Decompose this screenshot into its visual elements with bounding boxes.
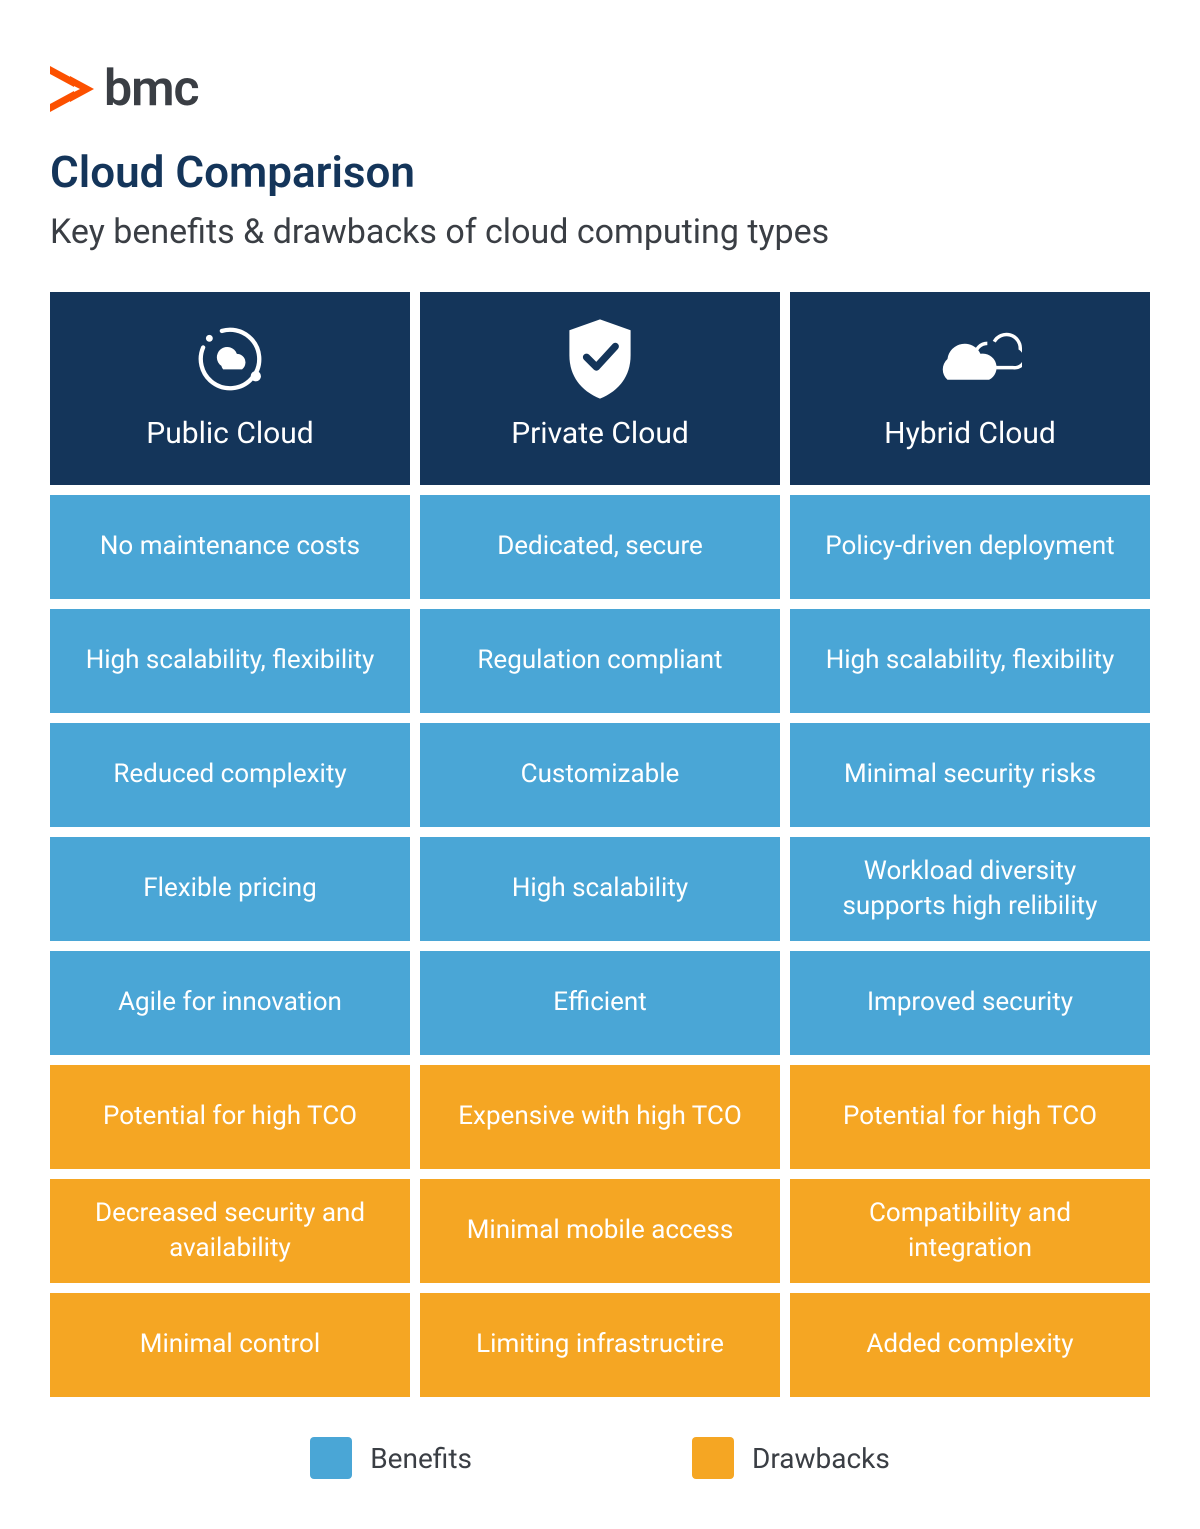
cell-benefit: Regulation compliant bbox=[420, 609, 780, 713]
legend-label-drawbacks: Drawbacks bbox=[752, 1442, 890, 1475]
cell-benefit: Dedicated, secure bbox=[420, 495, 780, 599]
cell-benefit: Minimal security risks bbox=[790, 723, 1150, 827]
cell-benefit: Improved security bbox=[790, 951, 1150, 1055]
cell-drawback: Expensive with high TCO bbox=[420, 1065, 780, 1169]
column-header-label: Public Cloud bbox=[146, 416, 313, 451]
cell-drawback: Minimal control bbox=[50, 1293, 410, 1397]
cloud-pair-icon bbox=[918, 320, 1022, 398]
cell-drawback: Potential for high TCO bbox=[50, 1065, 410, 1169]
legend: Benefits Drawbacks bbox=[50, 1437, 1150, 1479]
cloud-orbit-icon bbox=[187, 320, 273, 398]
cell-benefit: Customizable bbox=[420, 723, 780, 827]
brand-name: bmc bbox=[104, 60, 199, 118]
cell-benefit: High scalability, flexibility bbox=[50, 609, 410, 713]
comparison-grid: Public Cloud Private Cloud Hybrid Cloud N… bbox=[50, 292, 1150, 1397]
cell-drawback: Compatibility and integration bbox=[790, 1179, 1150, 1283]
brand-logo: bmc bbox=[50, 60, 1150, 118]
legend-swatch-benefits bbox=[310, 1437, 352, 1479]
legend-item-drawbacks: Drawbacks bbox=[692, 1437, 890, 1479]
legend-swatch-drawbacks bbox=[692, 1437, 734, 1479]
cell-benefit: High scalability, flexibility bbox=[790, 609, 1150, 713]
cell-benefit: Policy-driven deployment bbox=[790, 495, 1150, 599]
column-header-private: Private Cloud bbox=[420, 292, 780, 485]
legend-item-benefits: Benefits bbox=[310, 1437, 472, 1479]
page-subtitle: Key benefits & drawbacks of cloud comput… bbox=[50, 212, 1150, 252]
cell-benefit: Flexible pricing bbox=[50, 837, 410, 941]
legend-label-benefits: Benefits bbox=[370, 1442, 472, 1475]
cell-drawback: Potential for high TCO bbox=[790, 1065, 1150, 1169]
column-header-public: Public Cloud bbox=[50, 292, 410, 485]
cell-benefit: Workload diversity supports high relibil… bbox=[790, 837, 1150, 941]
cell-drawback: Limiting infrastructire bbox=[420, 1293, 780, 1397]
cell-benefit: Reduced complexity bbox=[50, 723, 410, 827]
column-header-label: Hybrid Cloud bbox=[884, 416, 1056, 451]
column-header-label: Private Cloud bbox=[511, 416, 689, 451]
cell-drawback: Added complexity bbox=[790, 1293, 1150, 1397]
cell-drawback: Minimal mobile access bbox=[420, 1179, 780, 1283]
cell-benefit: No maintenance costs bbox=[50, 495, 410, 599]
cell-drawback: Decreased security and availability bbox=[50, 1179, 410, 1283]
bmc-chevrons-icon bbox=[50, 62, 96, 116]
shield-check-icon bbox=[564, 320, 636, 398]
page-title: Cloud Comparison bbox=[50, 146, 1150, 198]
column-header-hybrid: Hybrid Cloud bbox=[790, 292, 1150, 485]
cell-benefit: Efficient bbox=[420, 951, 780, 1055]
cell-benefit: High scalability bbox=[420, 837, 780, 941]
cell-benefit: Agile for innovation bbox=[50, 951, 410, 1055]
